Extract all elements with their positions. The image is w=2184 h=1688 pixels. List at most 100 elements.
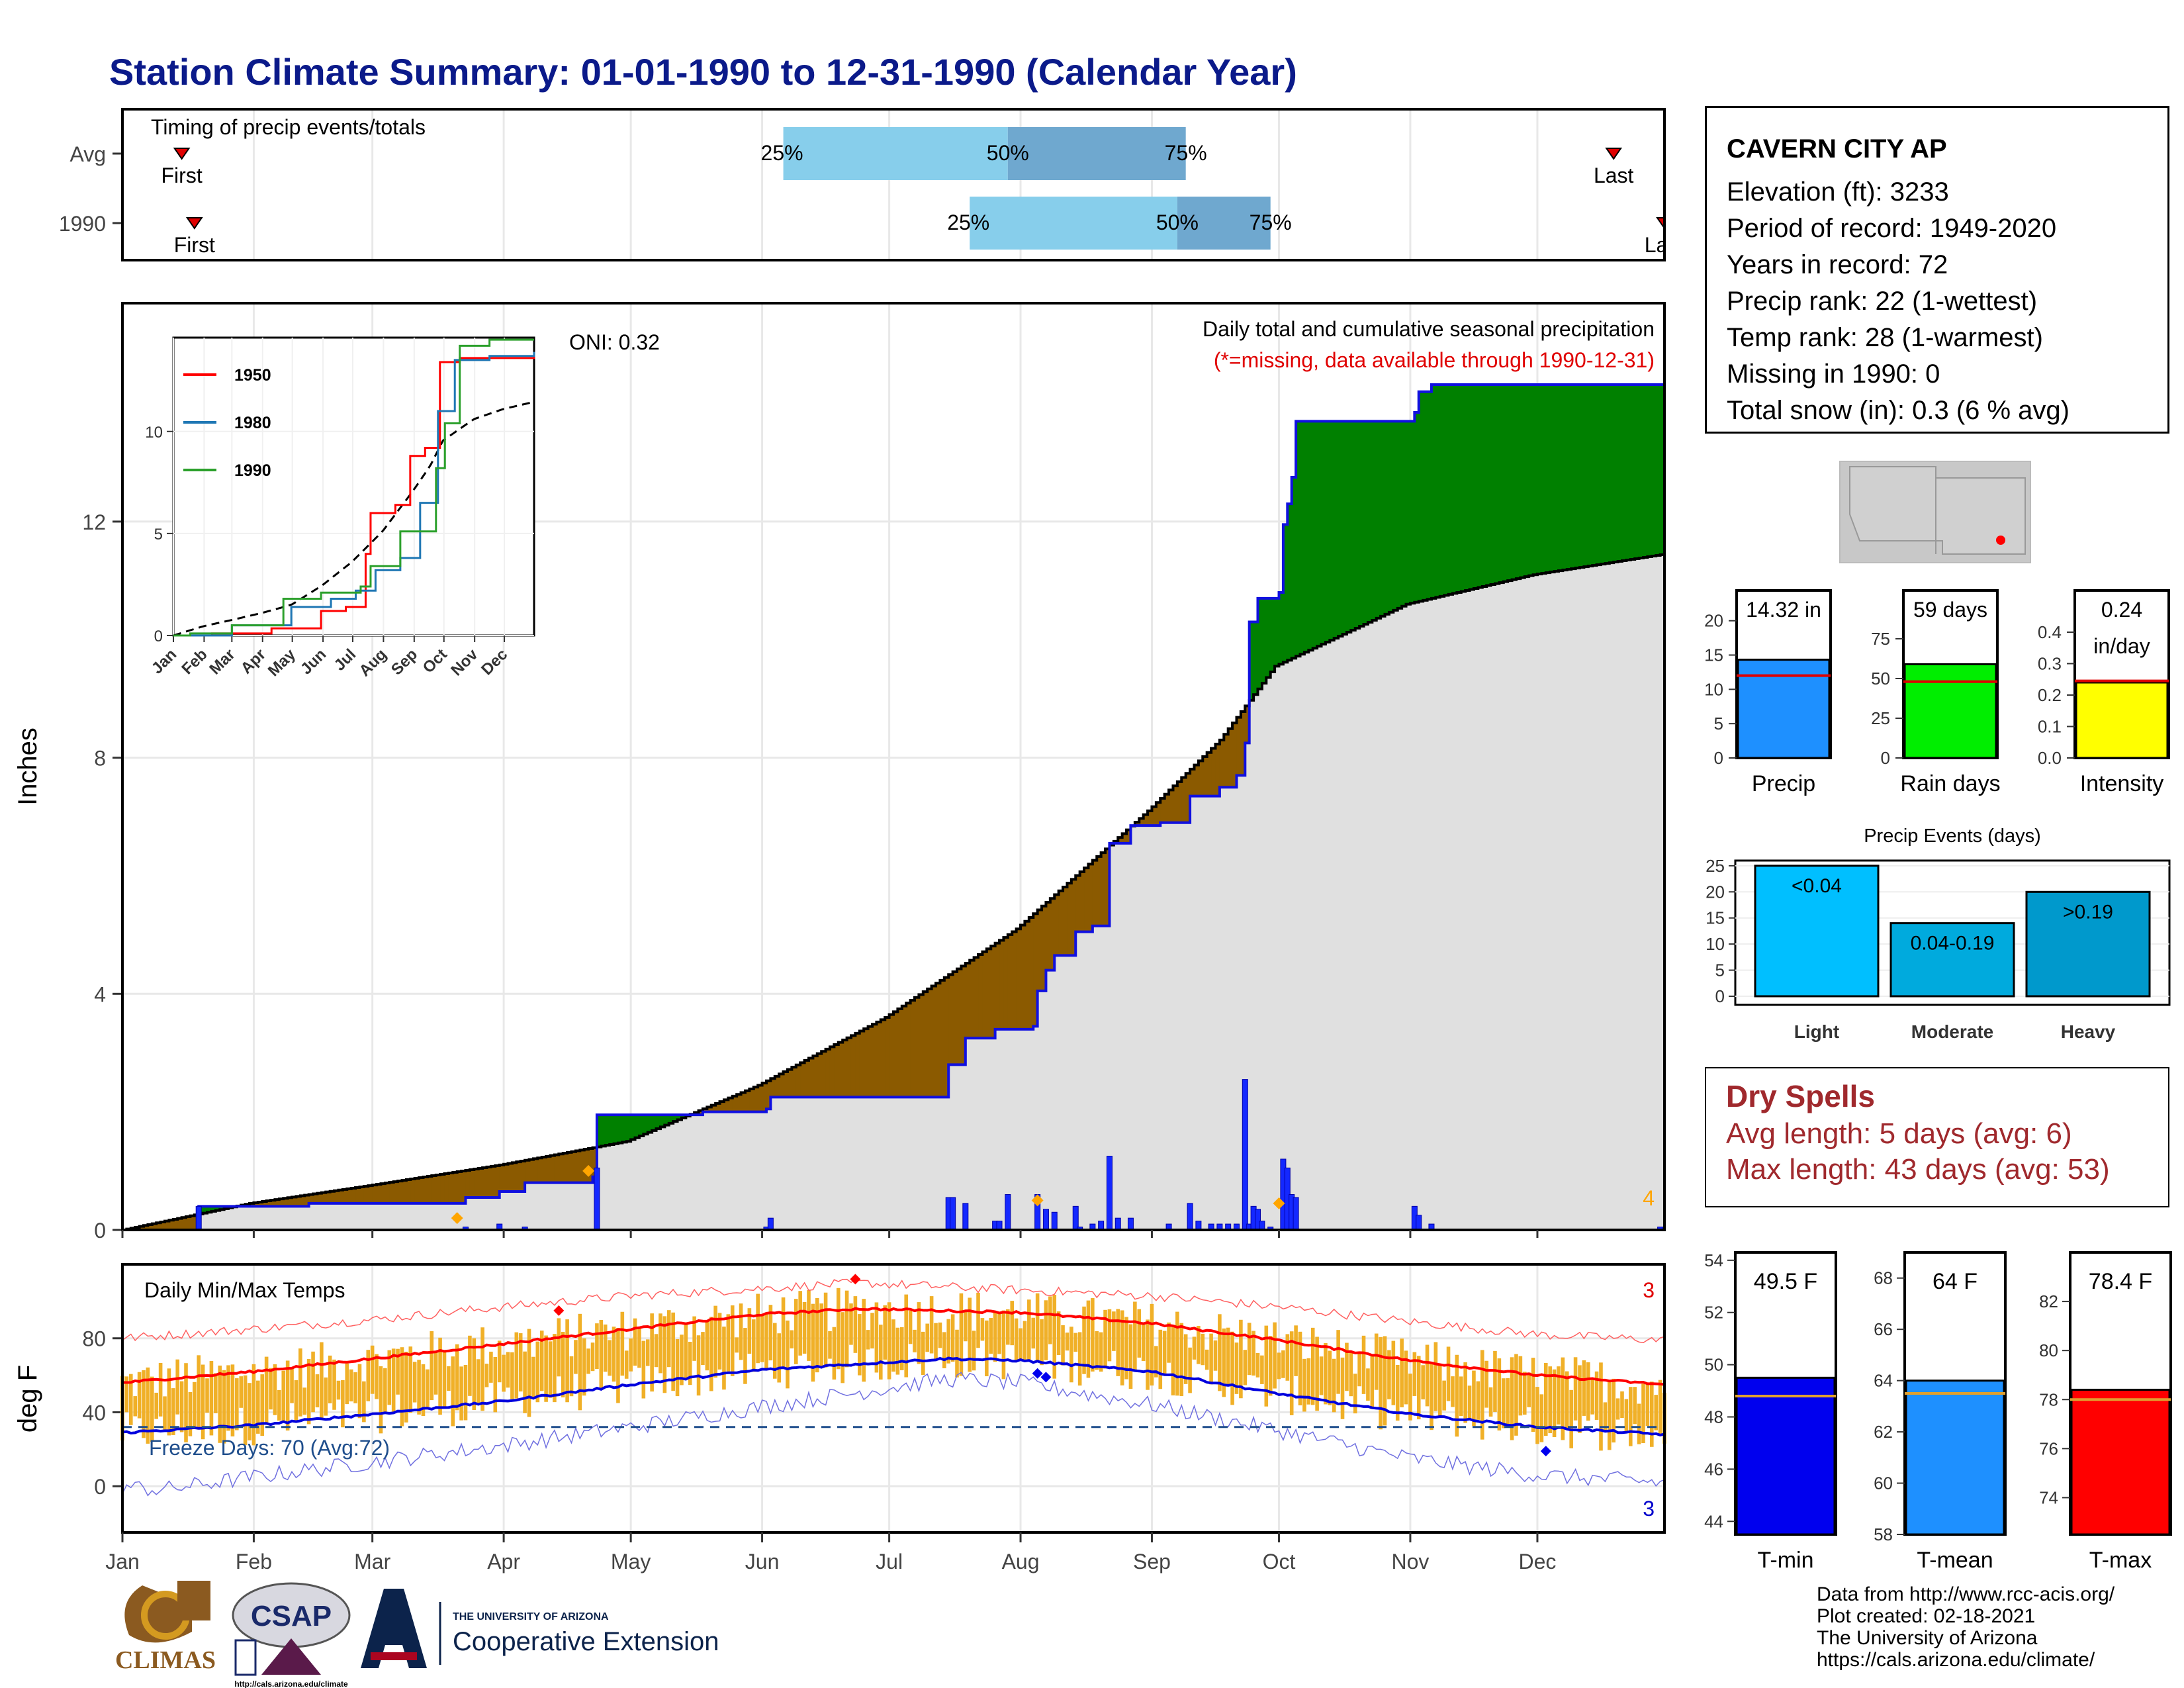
deficit-area — [1012, 932, 1017, 1029]
daily-temp-bar — [502, 1355, 506, 1392]
daily-temp-bar — [870, 1313, 874, 1348]
daily-temp-bar — [345, 1364, 349, 1404]
daily-temp-bar — [1472, 1371, 1476, 1427]
summary-value-label: 0.24 — [2101, 598, 2142, 622]
surplus-area — [1605, 385, 1610, 563]
daily-temp-bar — [570, 1356, 574, 1396]
surplus-area — [1326, 421, 1330, 642]
surplus-area — [1410, 421, 1415, 603]
csap-logo-text: CSAP — [251, 1600, 332, 1632]
daily-temp-bar — [1531, 1358, 1535, 1432]
daily-temp-bar — [1311, 1328, 1315, 1405]
deficit-area — [381, 1184, 385, 1203]
daily-temp-bar — [1040, 1319, 1044, 1365]
station-info-box: CAVERN CITY AP Elevation (ft): 3233 Peri… — [1705, 106, 2169, 434]
surplus-area — [1533, 385, 1538, 575]
surplus-area — [1385, 421, 1390, 614]
surplus-area — [1419, 392, 1424, 602]
daily-temp-bar — [642, 1341, 646, 1399]
surplus-area — [1461, 385, 1466, 591]
daily-temp-bar — [913, 1330, 917, 1352]
x-month-label: Dec — [1519, 1550, 1557, 1573]
daily-temp-bar — [1341, 1358, 1345, 1419]
surplus-area — [1592, 385, 1597, 565]
surplus-area — [1338, 421, 1343, 636]
deficit-area — [559, 1154, 563, 1182]
daily-temp-bar — [1002, 1311, 1006, 1380]
daily-temp-bar — [231, 1364, 235, 1436]
summary-value-label: 14.32 in — [1746, 598, 1821, 622]
surplus-area — [1389, 421, 1394, 612]
daily-temp-bar — [133, 1396, 137, 1416]
surplus-area — [1508, 385, 1512, 581]
temp-summary-y-tick-label: 60 — [1874, 1474, 1893, 1493]
oni-label: ONI: 0.32 — [569, 330, 660, 354]
deficit-area — [919, 994, 923, 1097]
daily-temp-bar — [1442, 1381, 1446, 1411]
deficit-area — [1177, 782, 1182, 823]
daily-temp-bar — [1477, 1382, 1480, 1420]
deficit-area — [940, 980, 944, 1097]
deficit-area — [567, 1152, 572, 1183]
daily-temp-bar — [1302, 1359, 1306, 1412]
surplus-area — [1271, 598, 1275, 672]
footer-plot-created: Plot created: 02-18-2021 — [1817, 1605, 2035, 1627]
x-month-label: May — [611, 1550, 651, 1573]
deficit-area — [1228, 729, 1233, 787]
daily-precip-bar — [1187, 1203, 1193, 1230]
deficit-area — [809, 1058, 813, 1098]
daily-temp-bar — [917, 1302, 921, 1364]
daily-temp-bar — [1535, 1387, 1539, 1444]
timing-p50-label: 50% — [987, 141, 1029, 165]
timing-p25-label: 25% — [947, 211, 989, 234]
summary-y-tick-label: 0.4 — [2038, 622, 2062, 642]
daily-temp-bar — [1463, 1362, 1467, 1423]
daily-temp-bar — [1256, 1353, 1260, 1378]
daily-temp-bar — [1527, 1372, 1531, 1407]
summary-y-tick-label: 5 — [1714, 714, 1723, 733]
deficit-area — [860, 1031, 864, 1097]
surplus-area — [1313, 421, 1318, 648]
daily-temp-bar — [600, 1320, 604, 1389]
deficit-area — [881, 1019, 886, 1097]
temp-summary-y-tick-label: 54 — [1704, 1250, 1723, 1270]
surplus-area — [1343, 421, 1347, 634]
temp-summary-bar-t-mean — [1906, 1381, 2004, 1534]
surplus-area — [1406, 421, 1411, 604]
daily-temp-bar — [171, 1388, 175, 1435]
precip-event-category-label: Heavy — [2061, 1021, 2116, 1042]
daily-temp-bar — [1616, 1398, 1620, 1419]
deficit-area — [1008, 935, 1013, 1029]
daily-temp-bar — [1260, 1356, 1264, 1384]
daily-temp-bar — [1332, 1359, 1336, 1413]
precip-events-y-tick-label: 5 — [1715, 961, 1725, 980]
daily-precip-bar — [1107, 1156, 1112, 1230]
deficit-area — [351, 1188, 356, 1203]
daily-temp-bar — [1073, 1333, 1077, 1352]
daily-temp-bar — [1031, 1318, 1035, 1348]
precip-events-y-tick-label: 20 — [1706, 882, 1725, 902]
daily-temp-bar — [1659, 1380, 1662, 1435]
surplus-area — [1541, 385, 1546, 573]
temp-summary-y-tick-label: 58 — [1874, 1524, 1893, 1544]
daily-temp-bar — [1188, 1348, 1192, 1393]
surplus-area — [1546, 385, 1551, 573]
daily-temp-bar — [472, 1338, 476, 1410]
daily-temp-bar — [701, 1332, 705, 1365]
temp-summary-y-tick-label: 46 — [1704, 1459, 1723, 1479]
surplus-area — [1478, 385, 1482, 587]
deficit-area — [788, 1070, 792, 1098]
daily-temp-bar — [1565, 1372, 1569, 1430]
first-event-label: First — [174, 233, 215, 257]
surplus-area — [1470, 385, 1475, 589]
daily-temp-bar — [1175, 1312, 1179, 1396]
daily-temp-bar — [248, 1383, 251, 1440]
x-month-label: Nov — [1391, 1550, 1429, 1573]
inset-y-tick-label: 5 — [154, 526, 163, 543]
daily-temp-bar — [392, 1348, 396, 1413]
deficit-area — [872, 1024, 877, 1097]
deficit-area — [1088, 864, 1093, 931]
deficit-area — [932, 986, 936, 1098]
daily-temp-bar — [1421, 1365, 1425, 1399]
surplus-area — [1330, 421, 1334, 640]
